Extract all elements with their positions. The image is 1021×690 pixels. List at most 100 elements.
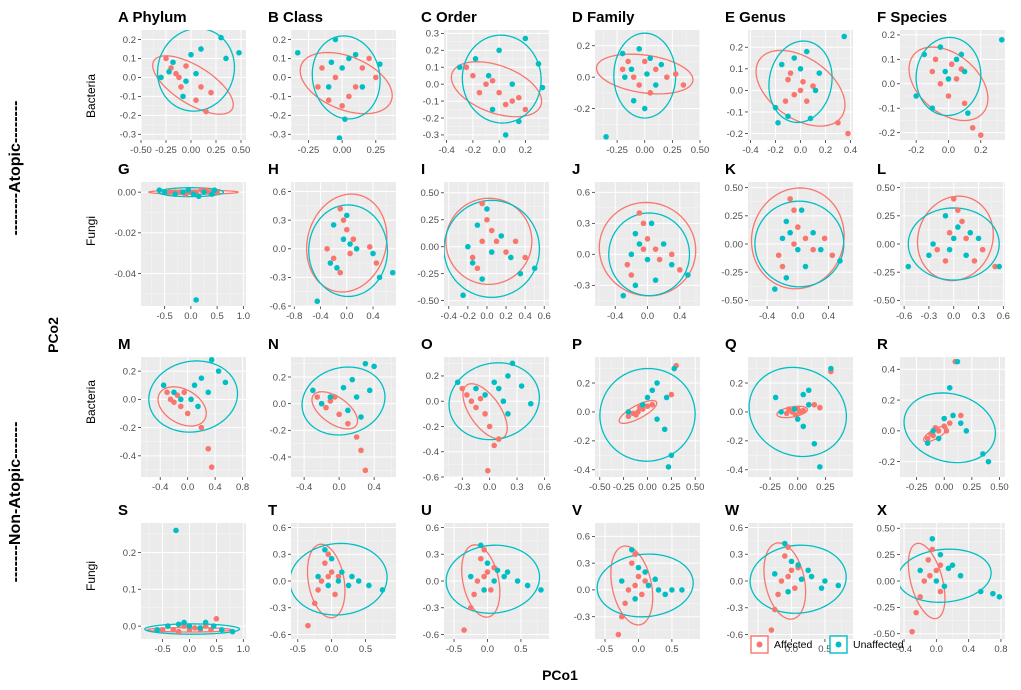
point-affected — [467, 604, 474, 611]
point-affected — [652, 66, 659, 73]
panel-title: G — [118, 161, 130, 178]
x-tick-label: 0.8 — [236, 482, 249, 493]
plot-area — [147, 187, 240, 303]
point-unaffected — [353, 245, 360, 252]
point-unaffected — [509, 81, 516, 87]
y-tick-label: 0.50 — [725, 183, 744, 194]
point-affected — [632, 551, 638, 558]
point-unaffected — [334, 265, 340, 271]
point-unaffected — [929, 536, 936, 542]
y-tick-label: -0.3 — [270, 603, 286, 614]
point-unaffected — [822, 578, 828, 584]
ellipse-unaffected — [301, 366, 386, 436]
y-tick-label: 0.0 — [273, 73, 286, 84]
row-label-fungi: Fungi — [84, 216, 98, 246]
point-affected — [325, 551, 332, 558]
ellipse-unaffected — [749, 544, 847, 614]
panel-title: X — [877, 502, 887, 519]
point-affected — [481, 546, 487, 553]
point-unaffected — [603, 134, 609, 140]
panel-r: -0.25 0.00 0.25 0.50 -0.2 0.0 0.2 0.4 R — [877, 336, 1009, 493]
point-unaffected — [340, 384, 347, 391]
y-tick-label: 0.25 — [877, 550, 896, 561]
ellipse-unaffected — [608, 212, 691, 297]
point-unaffected — [222, 379, 229, 386]
point-affected — [829, 252, 836, 259]
x-tick-label: 0.50 — [990, 482, 1009, 493]
point-affected — [163, 55, 169, 62]
point-unaffected — [802, 263, 809, 270]
point-affected — [937, 80, 944, 87]
x-tick-label: 0.0 — [481, 644, 494, 655]
point-affected — [953, 76, 960, 82]
point-unaffected — [647, 55, 654, 62]
y-tick-label: 0.0 — [882, 426, 895, 437]
point-unaffected — [783, 218, 790, 225]
point-unaffected — [362, 360, 369, 367]
panel-j: -0.4 0.0 0.4 -0.3 0.0 0.3 0.6 J — [572, 161, 700, 322]
panel-title: O — [421, 336, 433, 353]
y-tick-label: -0.04 — [114, 269, 136, 280]
point-affected — [337, 269, 344, 276]
point-unaffected — [173, 527, 179, 534]
panel-k: -0.4 0.0 0.4 -0.50 -0.25 0.00 0.25 0.50 K — [721, 161, 853, 322]
point-unaffected — [669, 587, 675, 593]
point-affected — [785, 544, 791, 550]
x-tick-label: 0.0 — [333, 482, 346, 493]
x-tick-label: 0.25 — [367, 145, 386, 156]
point-affected — [471, 591, 477, 598]
point-unaffected — [517, 270, 524, 277]
point-unaffected — [535, 61, 542, 67]
point-unaffected — [663, 394, 670, 401]
x-tick-label: 0.5 — [211, 311, 224, 322]
plot-background — [748, 357, 853, 477]
x-tick-label: -0.25 — [906, 482, 928, 493]
plot-area — [596, 545, 694, 638]
point-affected — [963, 235, 969, 242]
x-axis-title: PCo1 — [542, 667, 578, 683]
x-tick-label: -0.5 — [290, 644, 306, 655]
point-unaffected — [961, 68, 968, 75]
point-unaffected — [935, 435, 942, 442]
point-unaffected — [516, 118, 522, 125]
point-unaffected — [930, 241, 936, 247]
point-unaffected — [501, 573, 507, 580]
point-affected — [461, 627, 467, 633]
y-tick-label: -0.1 — [423, 96, 439, 107]
point-affected — [322, 560, 328, 566]
y-tick-label: 0.2 — [882, 30, 895, 41]
point-affected — [624, 261, 631, 268]
row-label-fungi: Fungi — [84, 561, 98, 591]
point-affected — [795, 224, 801, 230]
point-affected — [785, 573, 791, 580]
point-affected — [946, 229, 953, 236]
y-tick-label: 0.00 — [725, 239, 744, 250]
point-affected — [353, 434, 360, 440]
point-unaffected — [202, 619, 209, 626]
legend-point-unaffected — [835, 641, 842, 648]
point-affected — [633, 412, 639, 418]
ellipse-affected — [750, 187, 845, 290]
y-tick-label: -0.2 — [270, 111, 286, 122]
point-unaffected — [315, 573, 321, 580]
ellipse-affected — [461, 544, 501, 618]
y-tick-label: 0.1 — [123, 585, 136, 596]
point-unaffected — [835, 582, 842, 589]
point-affected — [933, 567, 940, 574]
x-tick-label: -0.2 — [908, 145, 924, 156]
x-tick-label: 0.00 — [935, 482, 954, 493]
point-affected — [929, 546, 936, 553]
ellipse-unaffected — [291, 542, 388, 616]
panel-d: -0.25 0.00 0.25 0.50 -0.2 0.0 0.2 D Family — [572, 9, 709, 156]
point-unaffected — [779, 235, 786, 242]
point-affected — [347, 250, 353, 257]
panel-l: -0.6 -0.3 0.0 0.3 0.6 -0.50 -0.25 0.00 0.25 0.50 L — [873, 161, 1010, 322]
y-tick-label: -0.25 — [873, 267, 895, 278]
x-tick-label: -0.4 — [441, 311, 457, 322]
point-affected — [327, 398, 334, 404]
plot-area — [450, 34, 546, 138]
y-tick-label: 0.00 — [877, 576, 896, 587]
point-affected — [971, 258, 978, 264]
x-tick-label: -0.2 — [465, 145, 481, 156]
plot-area — [445, 542, 544, 633]
